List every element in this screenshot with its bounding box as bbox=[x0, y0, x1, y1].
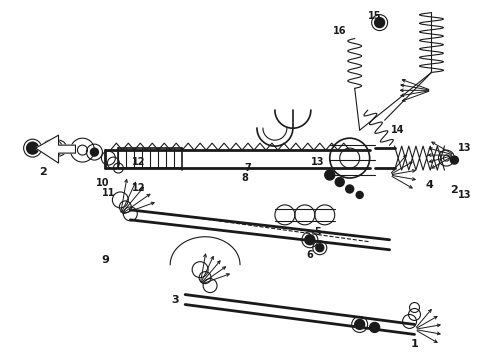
Text: 16: 16 bbox=[333, 26, 346, 36]
Text: 13: 13 bbox=[458, 190, 471, 200]
Text: 11: 11 bbox=[101, 188, 115, 198]
Text: 15: 15 bbox=[368, 11, 381, 21]
Text: 12: 12 bbox=[131, 157, 145, 167]
Text: 6: 6 bbox=[306, 250, 313, 260]
Text: 5: 5 bbox=[315, 227, 321, 237]
Circle shape bbox=[305, 235, 315, 245]
Circle shape bbox=[335, 177, 344, 186]
Circle shape bbox=[91, 148, 98, 156]
Circle shape bbox=[346, 185, 354, 193]
Text: 9: 9 bbox=[101, 255, 109, 265]
Circle shape bbox=[356, 192, 363, 198]
Circle shape bbox=[355, 319, 365, 329]
Text: 10: 10 bbox=[96, 178, 109, 188]
Text: 1: 1 bbox=[411, 339, 418, 349]
Circle shape bbox=[316, 244, 324, 252]
Text: 4: 4 bbox=[425, 180, 434, 190]
Text: 2: 2 bbox=[39, 167, 47, 177]
Circle shape bbox=[375, 18, 385, 28]
Text: 14: 14 bbox=[391, 125, 404, 135]
Text: 7: 7 bbox=[245, 163, 251, 173]
Polygon shape bbox=[36, 135, 75, 163]
Text: 8: 8 bbox=[242, 173, 248, 183]
Text: 13: 13 bbox=[311, 157, 324, 167]
Text: 2: 2 bbox=[450, 185, 458, 195]
Circle shape bbox=[26, 142, 39, 154]
Circle shape bbox=[450, 156, 458, 164]
Text: 12: 12 bbox=[131, 183, 145, 193]
Circle shape bbox=[369, 323, 380, 332]
Text: 3: 3 bbox=[172, 294, 179, 305]
Text: 13: 13 bbox=[458, 143, 471, 153]
Circle shape bbox=[325, 170, 335, 180]
